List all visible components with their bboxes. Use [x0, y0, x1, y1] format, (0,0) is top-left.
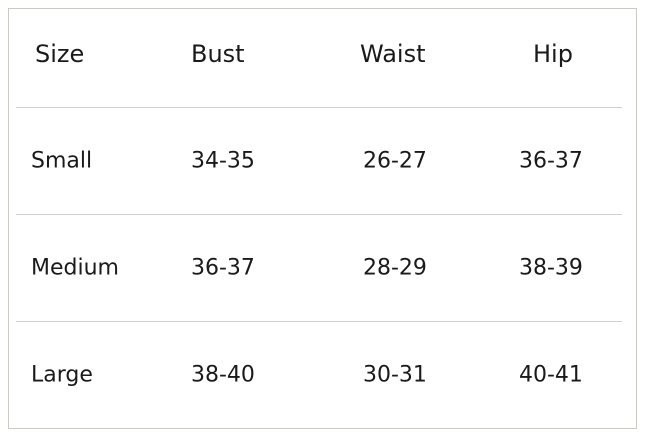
table-header: Size Bust Waist Hip [16, 0, 622, 108]
table-cell: 38-40 [191, 362, 255, 387]
column-header: Hip [533, 39, 573, 68]
table-cell: 36-37 [191, 255, 255, 280]
table-cell: Small [31, 148, 93, 173]
table-cell: 26-27 [363, 148, 427, 173]
table-cell: Large [31, 362, 93, 387]
size-chart [8, 8, 637, 429]
table-cell: 34-35 [191, 148, 255, 173]
table-cell: 30-31 [363, 362, 427, 387]
table-cell: 38-39 [519, 255, 583, 280]
table-cell: 28-29 [363, 255, 427, 280]
table-row: Large 38-40 30-31 40-41 [16, 321, 622, 428]
column-header: Size [35, 39, 85, 68]
table-cell: 40-41 [519, 362, 583, 387]
table-cell: Medium [31, 255, 119, 280]
table-row: Medium 36-37 28-29 38-39 [16, 214, 622, 322]
table-cell: 36-37 [519, 148, 583, 173]
column-header: Waist [360, 39, 426, 68]
column-header: Bust [191, 39, 245, 68]
table-row: Small 34-35 26-27 36-37 [16, 107, 622, 215]
